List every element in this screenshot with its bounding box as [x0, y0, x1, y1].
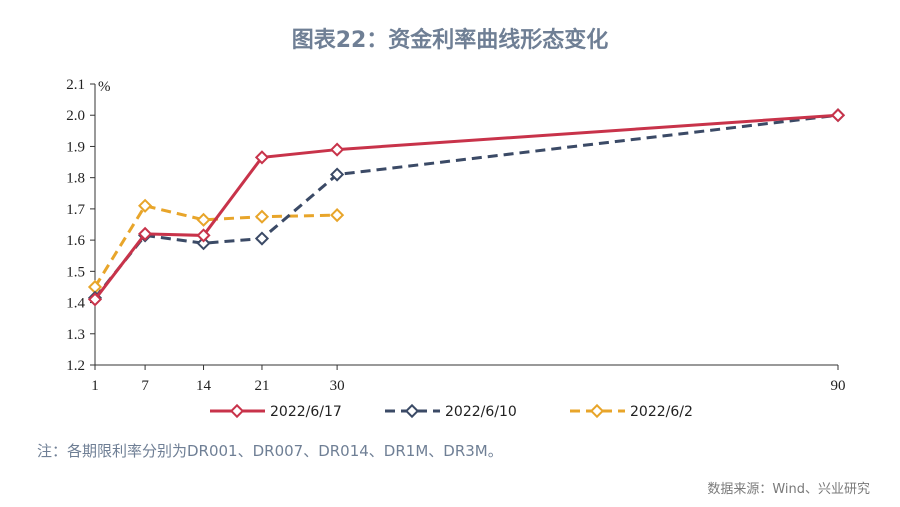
y-tick-label: 1.5 — [66, 264, 85, 280]
data-point — [330, 208, 345, 223]
legend-label: 2022/6/2 — [630, 404, 693, 420]
chart-note: 注：各期限利率分别为DR001、DR007、DR014、DR1M、DR3M。 — [37, 442, 503, 460]
x-tick-label: 7 — [141, 378, 149, 394]
data-point — [330, 167, 345, 182]
x-tick-label: 90 — [831, 378, 846, 394]
y-tick-label: 1.4 — [66, 296, 85, 312]
y-tick-label: 1.6 — [66, 233, 85, 249]
legend-marker — [589, 403, 605, 419]
data-point — [830, 108, 846, 123]
series-line-2022/6/10 — [93, 113, 839, 299]
data-point — [87, 292, 103, 307]
y-tick-label: 2.1 — [66, 77, 85, 93]
data-point — [196, 212, 211, 227]
y-tick-label: 1.2 — [66, 358, 85, 374]
data-point — [138, 198, 153, 213]
data-point — [254, 231, 270, 246]
legend-marker — [229, 403, 245, 419]
legend-marker — [404, 403, 420, 419]
data-point — [330, 142, 345, 157]
x-tick-label: 30 — [330, 378, 345, 394]
x-tick-label: 1 — [91, 378, 99, 394]
y-tick-label: 1.8 — [66, 171, 85, 187]
x-tick-label: 14 — [196, 378, 212, 394]
legend-label: 2022/6/17 — [270, 404, 342, 420]
data-source: 数据来源：Wind、兴业研究 — [707, 482, 870, 497]
y-tick-label: 1.3 — [66, 327, 85, 343]
data-point — [87, 279, 103, 295]
y-axis-unit: % — [98, 79, 111, 95]
data-point — [196, 236, 211, 251]
chart-title: 图表22：资金利率曲线形态变化 — [291, 28, 609, 53]
x-tick-label: 21 — [254, 378, 269, 394]
data-point — [254, 150, 270, 165]
y-tick-label: 1.9 — [66, 139, 85, 155]
data-point — [254, 209, 270, 224]
y-tick-label: 2.0 — [66, 108, 85, 124]
data-point — [196, 228, 211, 243]
data-point — [138, 226, 153, 241]
legend-label: 2022/6/10 — [445, 404, 517, 420]
series-line-2022/6/17 — [93, 113, 839, 301]
y-tick-label: 1.7 — [66, 202, 85, 218]
